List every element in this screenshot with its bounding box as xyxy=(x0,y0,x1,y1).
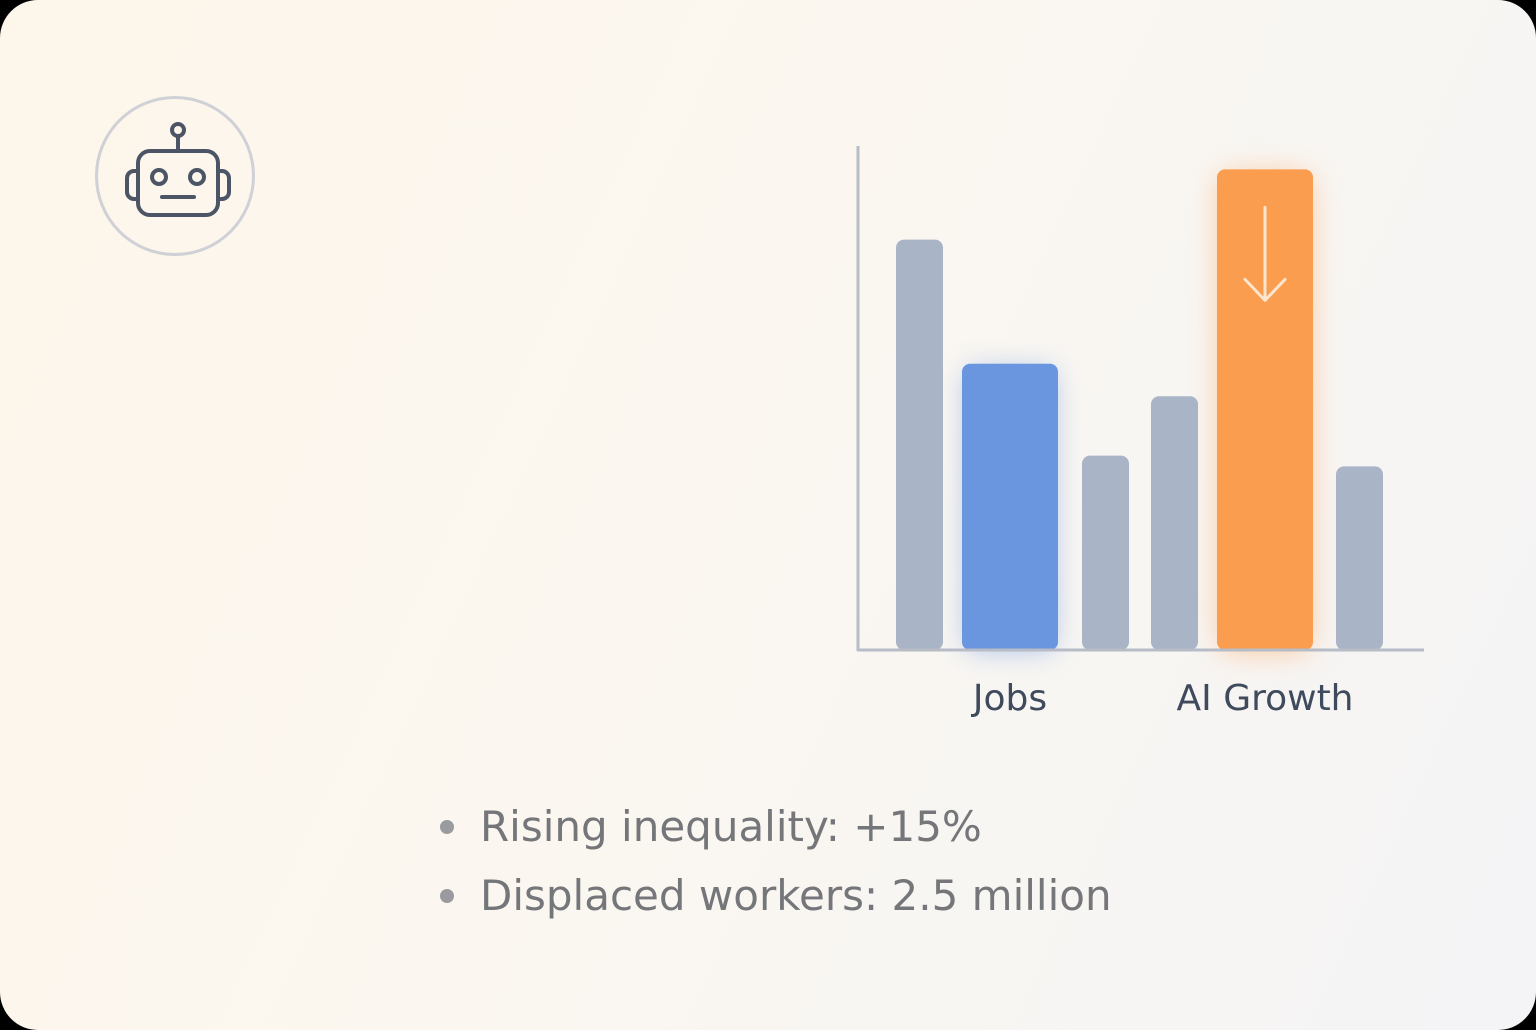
bar-ai-growth xyxy=(1217,169,1313,650)
bar-neutral-5 xyxy=(1336,466,1383,650)
bar-neutral-0 xyxy=(896,239,943,650)
stats-list: Rising inequality: +15% Displaced worker… xyxy=(438,800,1112,938)
bar-neutral-2 xyxy=(1082,455,1129,650)
bar-neutral-3 xyxy=(1151,396,1198,650)
x-tick-label-ai-growth: AI Growth xyxy=(1177,678,1354,719)
x-tick-label-jobs: Jobs xyxy=(971,678,1047,719)
stat-displaced-workers: Displaced workers: 2.5 million xyxy=(438,869,1112,938)
stat-rising-inequality: Rising inequality: +15% xyxy=(438,800,1112,869)
robot-icon xyxy=(125,122,231,217)
robot-badge xyxy=(95,96,255,256)
bar-jobs xyxy=(962,363,1058,650)
arrow-down-icon xyxy=(1243,205,1287,302)
